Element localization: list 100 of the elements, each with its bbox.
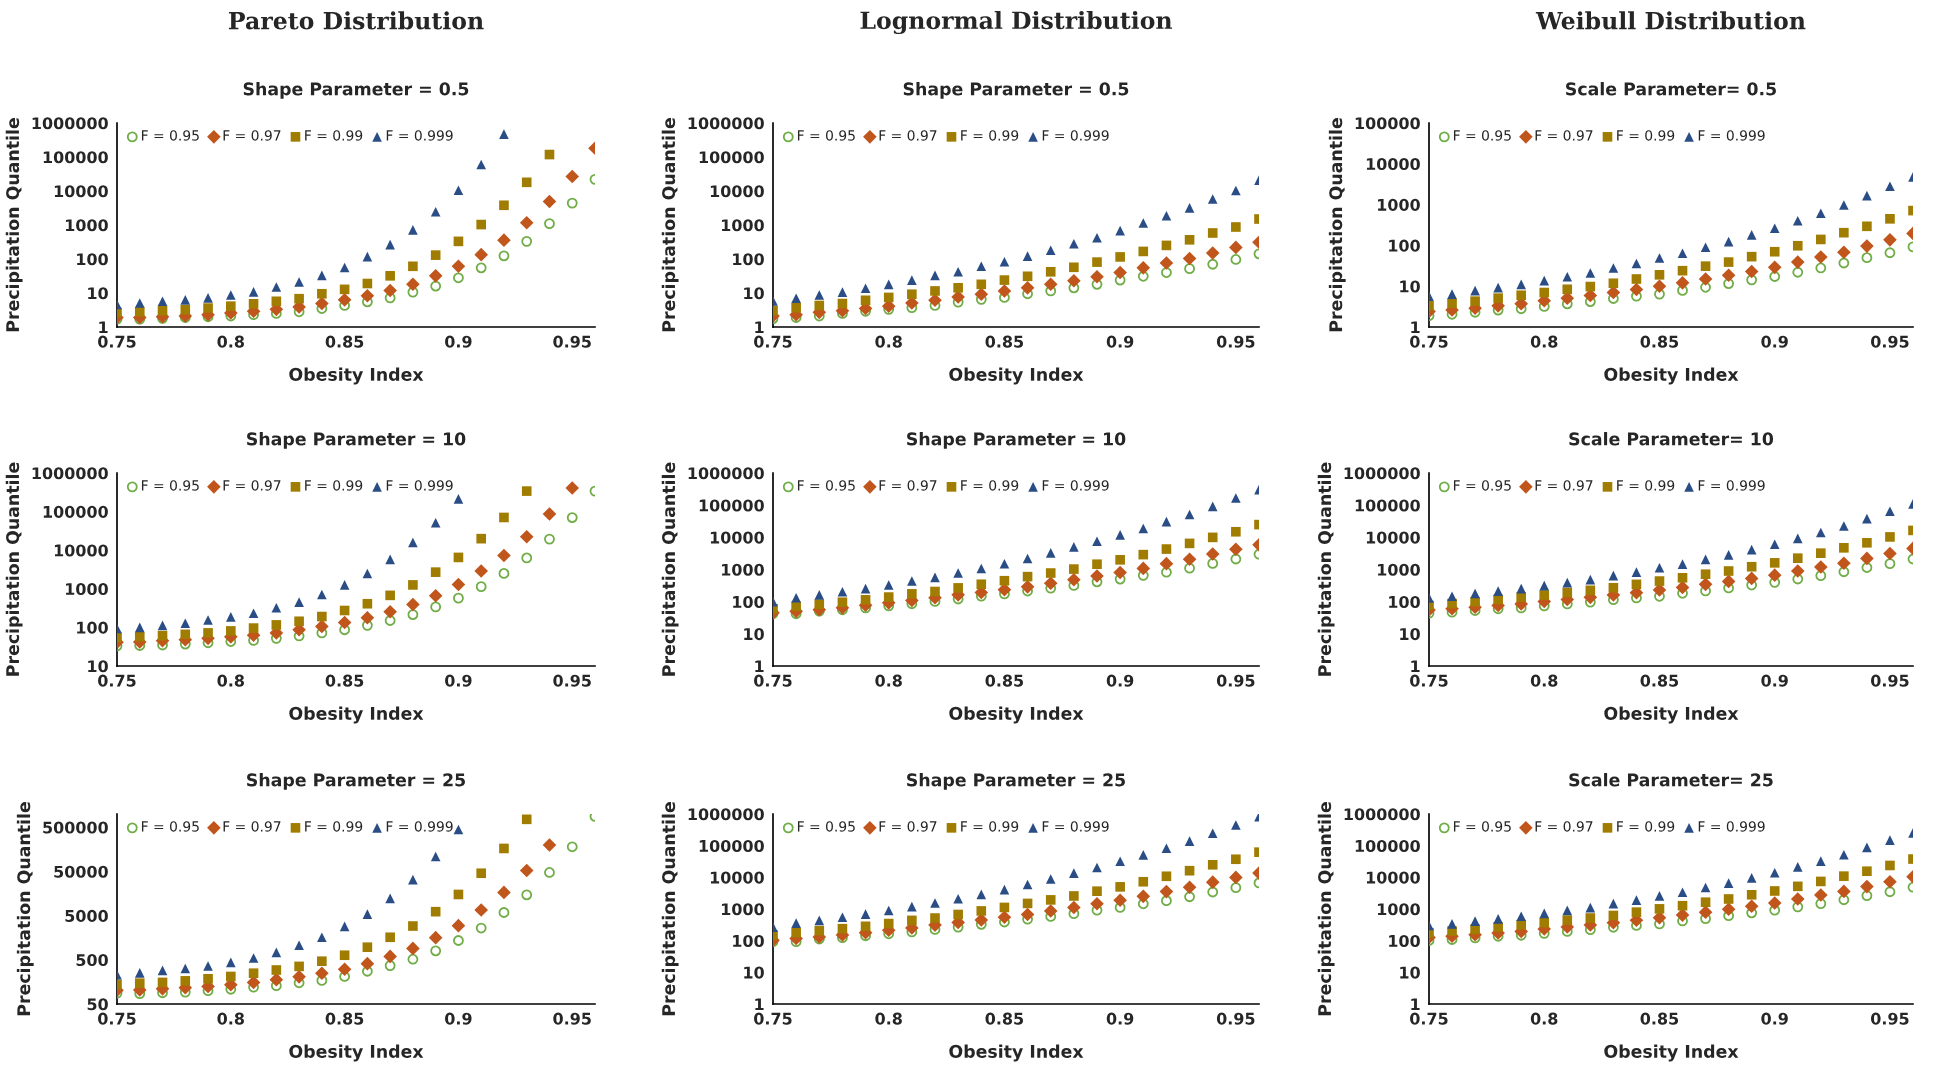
legend-label: F = 0.97 [1535,821,1593,832]
legend-label: F = 0.99 [305,821,363,832]
y-tick-label: 10000 [1366,531,1420,544]
y-tick-label: 1 [1411,998,1420,1011]
legend-label: F = 0.999 [386,821,453,832]
x-tick-label: 0.8 [217,1012,244,1025]
x-axis-title: Obesity Index [949,1044,1084,1062]
y-tick-label: 1000 [66,583,108,596]
y-tick-label: 100 [733,934,764,947]
x-tick-label: 0.75 [98,1012,136,1025]
y-axis-title: Precipitation Quantile [1317,802,1335,1016]
x-tick-label: 0.75 [1410,674,1448,687]
y-tick-label: 100000 [699,499,764,512]
x-tick-label: 0.9 [1761,674,1788,687]
legend-label: F = 0.95 [797,480,855,491]
y-tick-label: 100 [77,253,108,266]
legend-label: F = 0.999 [1698,480,1765,491]
x-axis-title: Obesity Index [1604,1044,1739,1062]
legend-label: F = 0.99 [1617,130,1675,141]
y-tick-label: 100000 [699,839,764,852]
x-tick-label: 0.95 [1216,1012,1255,1025]
legend-label: F = 0.95 [797,821,855,832]
legend-label: F = 0.999 [1042,130,1109,141]
y-tick-label: 100000 [43,151,108,164]
x-tick-label: 0.75 [98,674,136,687]
y-tick-label: 10000 [710,531,764,544]
y-tick-label: 1000000 [688,117,764,130]
y-tick-label: 10 [88,660,108,673]
x-tick-label: 0.95 [1871,1012,1909,1025]
legend-label: F = 0.95 [1453,130,1511,141]
y-axis-title: Precipitation Quantile [1317,462,1335,676]
text: Pareto Distribution [228,11,484,30]
x-tick-label: 0.95 [1871,335,1909,348]
x-tick-label: 0.95 [553,335,591,348]
x-tick-label: 0.85 [325,674,364,687]
y-tick-label: 10 [744,287,764,300]
x-tick-label: 0.9 [1761,335,1788,348]
x-tick-label: 0.85 [985,335,1024,348]
x-tick-label: 0.8 [875,674,902,687]
y-tick-label: 1000000 [1344,808,1420,821]
y-tick-label: 10 [744,628,764,641]
x-tick-label: 0.9 [1106,674,1134,687]
y-tick-label: 1000 [1378,563,1420,576]
x-tick-label: 0.85 [1640,674,1679,687]
x-tick-label: 0.8 [1530,674,1558,687]
y-axis-title: Precipitation Quantile [661,462,679,676]
legend-label: F = 0.97 [223,480,281,491]
x-tick-label: 0.75 [754,674,792,687]
y-tick-label: 1000000 [688,467,764,480]
legend-label: F = 0.999 [1698,130,1765,141]
legend-label: F = 0.97 [1535,130,1593,141]
x-tick-label: 0.8 [1530,335,1558,348]
chart-title: Shape Parameter = 10 [907,432,1126,449]
y-tick-label: 100 [1389,239,1420,252]
chart-title: Shape Parameter = 25 [907,773,1125,790]
x-axis-title: Obesity Index [289,706,424,724]
x-tick-label: 0.8 [217,335,244,348]
x-tick-label: 0.85 [1640,1012,1679,1025]
x-tick-label: 0.85 [325,335,364,348]
legend-label: F = 0.95 [141,821,199,832]
y-tick-label: 10000 [710,185,764,198]
x-axis-title: Obesity Index [949,367,1084,385]
x-tick-label: 0.95 [1216,335,1255,348]
text: Lognormal Distribution [860,10,1173,35]
y-axis-title: Precipitation Quantile [661,802,679,1016]
x-axis-title: Obesity Index [1604,367,1739,385]
legend-label: F = 0.97 [1535,480,1593,491]
legend-label: F = 0.99 [1617,821,1675,832]
legend-label: F = 0.99 [1617,480,1675,491]
y-tick-label: 10 [1400,628,1420,641]
y-tick-label: 1 [755,998,764,1011]
y-tick-label: 1000 [722,903,764,916]
legend-label: F = 0.95 [797,130,855,141]
y-axis-title: Precipitation Quantile [5,118,23,332]
legend-label: F = 0.97 [223,821,281,832]
y-tick-label: 1000000 [32,117,108,130]
legend-label: F = 0.97 [879,480,937,491]
x-tick-label: 0.9 [1761,1012,1788,1025]
x-tick-label: 0.95 [553,674,591,687]
x-tick-label: 0.95 [553,1012,591,1025]
y-tick-label: 100 [733,253,764,266]
legend-label: F = 0.97 [879,821,937,832]
y-tick-label: 100000 [1355,499,1420,512]
y-tick-label: 10000 [710,871,764,884]
legend-label: F = 0.99 [961,821,1019,832]
x-axis-title: Obesity Index [1604,706,1739,724]
y-tick-label: 100 [733,595,764,608]
y-tick-label: 1 [755,321,764,334]
x-tick-label: 0.75 [98,335,136,348]
x-tick-label: 0.8 [875,335,902,348]
x-tick-label: 0.9 [445,1012,472,1025]
x-axis-title: Obesity Index [289,367,424,385]
x-axis-title: Obesity Index [289,1044,424,1062]
y-tick-label: 100 [1389,595,1420,608]
chart-title: Scale Parameter= 25 [1569,773,1773,787]
x-tick-label: 0.8 [875,1012,902,1025]
x-tick-label: 0.75 [754,335,792,348]
y-tick-label: 100000 [1355,117,1420,130]
y-axis-title: Precipitation Quantile [16,802,34,1016]
y-tick-label: 1000 [722,219,764,232]
